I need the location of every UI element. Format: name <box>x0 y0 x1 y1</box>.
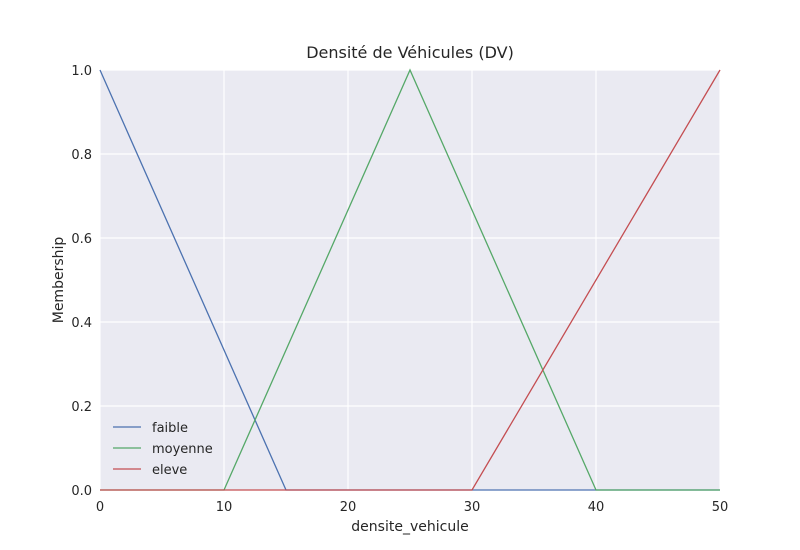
legend-label-faible: faible <box>152 421 188 436</box>
y-tick-label: 0.8 <box>71 148 92 163</box>
x-tick-label: 40 <box>588 500 605 515</box>
legend-label-eleve: eleve <box>152 463 187 478</box>
series-line-eleve <box>100 69 721 491</box>
series-layer <box>99 68 721 491</box>
y-axis-label: Membership <box>51 237 67 324</box>
legend: faible moyenne eleve <box>113 421 213 478</box>
x-tick-label: 10 <box>216 500 233 515</box>
x-tick-label: 50 <box>712 500 729 515</box>
grid-lines <box>99 69 721 491</box>
y-tick-label: 1.0 <box>71 64 92 79</box>
x-axis-label: densite_vehicule <box>351 519 468 535</box>
y-tick-label: 0.0 <box>71 484 92 499</box>
x-tick-label: 20 <box>340 500 357 515</box>
x-tick-label: 0 <box>96 500 104 515</box>
y-tick-label: 0.6 <box>71 232 92 247</box>
chart-title: Densité de Véhicules (DV) <box>306 43 514 62</box>
plot-background <box>100 70 720 490</box>
legend-label-moyenne: moyenne <box>152 442 213 457</box>
y-tick-label: 0.2 <box>71 400 92 415</box>
tick-labels: 0 10 20 30 40 50 0.0 0.2 0.4 0.6 0.8 1.0 <box>71 64 728 515</box>
y-tick-label: 0.4 <box>71 316 92 331</box>
x-tick-label: 30 <box>464 500 481 515</box>
